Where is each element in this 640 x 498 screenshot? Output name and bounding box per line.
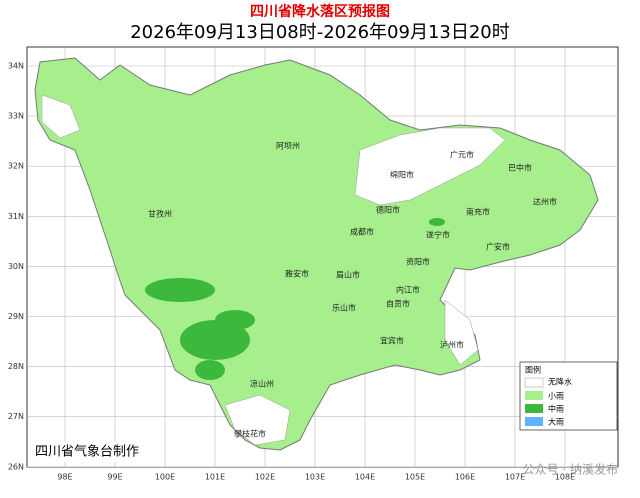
city-label: 乐山市 xyxy=(332,303,356,313)
lon-label: 107E xyxy=(505,473,525,482)
lat-label: 26N xyxy=(8,462,24,471)
city-label: 资阳市 xyxy=(406,257,430,267)
lon-label: 99E xyxy=(107,473,122,482)
city-label: 凉山州 xyxy=(250,379,274,389)
moderate-rain-area xyxy=(429,218,445,226)
legend-swatch xyxy=(525,417,543,426)
legend-item: 大雨 xyxy=(548,417,564,427)
legend-item: 无降水 xyxy=(548,377,572,387)
lon-label: 105E xyxy=(405,473,425,482)
lon-label: 106E xyxy=(455,473,475,482)
city-label: 广元市 xyxy=(450,150,474,160)
moderate-rain-area xyxy=(195,360,225,380)
lon-label: 98E xyxy=(57,473,72,482)
city-label: 遂宁市 xyxy=(426,230,450,240)
lat-label: 30N xyxy=(8,262,24,271)
lat-label: 32N xyxy=(8,162,24,171)
lat-label: 31N xyxy=(8,212,24,221)
no-rain-area xyxy=(354,127,506,206)
lon-label: 102E xyxy=(255,473,275,482)
watermark: 公众号 · 纳溪发布 xyxy=(523,462,618,477)
legend-item: 小雨 xyxy=(548,392,564,401)
city-label: 广安市 xyxy=(486,242,510,252)
lat-label: 29N xyxy=(8,312,24,321)
city-label: 南充市 xyxy=(466,207,490,217)
city-label: 眉山市 xyxy=(336,270,360,280)
lat-label: 28N xyxy=(8,362,24,371)
moderate-rain-area xyxy=(145,278,215,302)
lon-label: 101E xyxy=(205,473,225,482)
lat-label: 27N xyxy=(8,412,24,421)
lon-label: 103E xyxy=(305,473,325,482)
footer-box xyxy=(30,442,160,462)
city-labels: 广元市 巴中市 绵阳市 阿坝州 甘孜州 德阳市 南充市 达州市 成都市 遂宁市 … xyxy=(148,142,557,439)
moderate-rain-area xyxy=(215,310,255,330)
city-label: 巴中市 xyxy=(508,163,532,173)
legend-swatch xyxy=(525,391,543,400)
lat-label: 34N xyxy=(8,62,24,71)
city-label: 德阳市 xyxy=(376,205,400,215)
city-label: 攀枝花市 xyxy=(234,429,266,439)
period: 2026年09月13日08时-2026年09月13日20时 xyxy=(130,22,510,43)
no-rain-area xyxy=(224,394,291,446)
city-label: 宜宾市 xyxy=(380,336,404,346)
city-label: 成都市 xyxy=(350,227,374,237)
legend-swatch xyxy=(524,377,544,388)
legend-title: 图例 xyxy=(525,365,541,375)
city-label: 绵阳市 xyxy=(390,170,414,180)
city-label: 达州市 xyxy=(533,197,557,207)
city-label: 内江市 xyxy=(396,285,420,295)
lat-label: 33N xyxy=(8,112,24,121)
lon-label: 100E xyxy=(155,473,175,482)
title: 四川省降水落区预报图 xyxy=(250,3,390,20)
lon-label: 108E xyxy=(555,473,575,482)
legend: 图例 无降水 小雨 中雨 大雨 xyxy=(519,361,618,431)
legend-swatch xyxy=(525,404,543,413)
moderate-rain-area xyxy=(180,320,250,360)
city-label: 自贡市 xyxy=(386,299,410,309)
no-rain-area xyxy=(444,299,479,366)
legend-item: 中雨 xyxy=(548,404,564,414)
city-label: 阿坝州 xyxy=(276,142,300,151)
city-label: 泸州市 xyxy=(440,340,464,350)
no-rain-area xyxy=(41,94,81,139)
lon-label: 104E xyxy=(355,473,375,482)
footer: 四川省气象台制作 xyxy=(35,444,139,460)
city-label: 甘孜州 xyxy=(148,209,172,219)
city-label: 雅安市 xyxy=(285,269,309,279)
